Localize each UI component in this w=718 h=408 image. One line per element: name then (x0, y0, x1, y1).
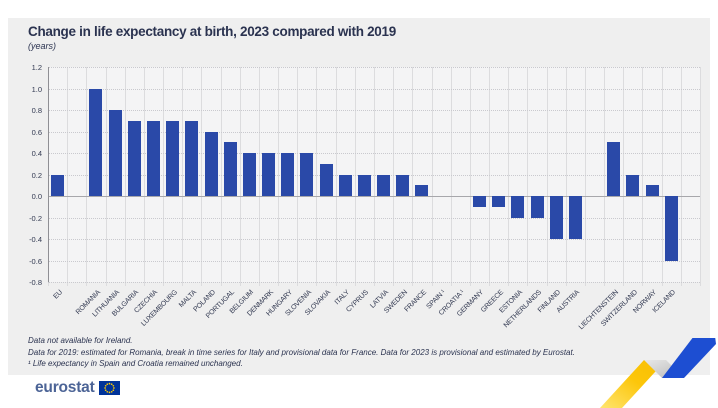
vertical-gridline (489, 67, 491, 286)
chart-title: Change in life expectancy at birth, 2023… (28, 24, 396, 39)
bar-norway (645, 185, 659, 196)
vertical-gridline (182, 67, 184, 286)
horizontal-gridline (48, 239, 700, 240)
vertical-gridline (163, 67, 165, 286)
horizontal-gridline (48, 88, 700, 90)
bar-liechtenstein (607, 142, 621, 196)
bar-eu (51, 174, 65, 196)
eurostat-wordmark: eurostat (35, 379, 95, 396)
vertical-gridline (623, 67, 625, 286)
vertical-gridline (239, 67, 241, 286)
zero-baseline (48, 196, 700, 197)
bar-czechia (146, 120, 160, 196)
y-tick-label: -0.8 (29, 278, 42, 287)
bar-poland (204, 131, 218, 196)
horizontal-gridline (48, 282, 700, 283)
horizontal-gridline (48, 217, 700, 219)
vertical-gridline (316, 67, 318, 286)
vertical-gridline (335, 67, 337, 286)
y-tick-label: 1.2 (31, 63, 42, 72)
vertical-gridline (527, 67, 529, 286)
y-tick-label: 0.8 (31, 106, 42, 115)
vertical-gridline (584, 67, 586, 286)
bar-iceland (664, 196, 678, 261)
vertical-gridline (642, 67, 644, 286)
bar-cyprus (357, 174, 371, 196)
bar-bulgaria (127, 120, 141, 196)
bar-slovenia (300, 153, 314, 196)
footnotes: Data not available for Ireland. Data for… (28, 335, 575, 370)
horizontal-gridline (48, 153, 700, 154)
y-tick-label: 0.0 (31, 192, 42, 201)
vertical-gridline (374, 67, 375, 286)
vertical-gridline (297, 67, 299, 286)
bar-austria (568, 196, 582, 239)
y-tick-label: -0.4 (29, 235, 42, 244)
vertical-gridline (469, 67, 471, 286)
horizontal-gridline (48, 174, 700, 176)
y-tick-label: 0.2 (31, 170, 42, 180)
bar-romania (89, 88, 103, 196)
vertical-gridline (220, 67, 222, 286)
vertical-gridline (258, 67, 260, 286)
bar-denmark (262, 153, 276, 196)
vertical-gridline (412, 67, 414, 286)
horizontal-gridline (48, 260, 700, 262)
vertical-gridline (354, 67, 356, 286)
bar-portugal (223, 142, 237, 196)
bar-france (415, 185, 429, 196)
bar-slovakia (319, 163, 333, 196)
vertical-gridline (86, 67, 88, 286)
chart-panel: Change in life expectancy at birth, 2023… (8, 18, 710, 375)
vertical-gridline (105, 67, 107, 286)
bar-luxembourg (166, 120, 180, 196)
y-tick-label: 1.0 (31, 84, 42, 94)
vertical-gridline (278, 67, 280, 286)
bar-chart-plot-area: EU ROMANIA LITHUANIA BULGARIA CZECHIA LUXEMBO… (48, 67, 701, 331)
footnote-line: Data not available for Ireland. (28, 336, 133, 345)
footnote-line: Data for 2019: estimated for Romania, br… (28, 347, 575, 357)
vertical-gridline (661, 67, 663, 286)
trend-ribbon-decoration (600, 338, 716, 408)
bar-finland (549, 196, 563, 239)
y-axis-line (48, 67, 49, 282)
bar-belgium (242, 153, 256, 196)
y-axis: 1.2 1.0 0.8 0.6 0.4 0.2 0.0 -0.2 -0.4 -0.6 -0.8 (8, 63, 42, 287)
vertical-gridline (546, 67, 548, 286)
vertical-gridline (700, 67, 701, 286)
vertical-gridline (508, 67, 510, 286)
bar-netherlands (530, 196, 544, 218)
y-tick-label: -0.6 (29, 256, 42, 266)
eu-flag-icon (98, 381, 120, 395)
bar-malta (185, 120, 199, 196)
chart-subtitle: (years) (28, 41, 57, 51)
eurostat-logo: eurostat (35, 379, 120, 397)
y-tick-label: 0.6 (31, 127, 42, 137)
vertical-gridline (124, 67, 126, 286)
bar-germany (472, 196, 486, 207)
bar-greece (492, 196, 506, 207)
vertical-gridline (680, 67, 682, 286)
horizontal-gridline (48, 131, 700, 133)
vertical-gridline (201, 67, 203, 286)
bar-lithuania (108, 110, 122, 196)
vertical-gridline (450, 67, 452, 286)
vertical-gridline (565, 67, 567, 286)
bar-hungary (281, 153, 295, 196)
y-tick-label: 0.4 (31, 149, 42, 158)
vertical-gridline (604, 67, 606, 286)
vertical-gridline (393, 67, 395, 286)
horizontal-gridline (48, 110, 700, 111)
vertical-gridline (67, 67, 69, 286)
vertical-gridline (143, 67, 145, 286)
bar-sweden (396, 174, 410, 196)
bar-latvia (377, 174, 391, 196)
bar-estonia (511, 196, 525, 218)
bar-italy (338, 174, 352, 196)
vertical-gridline (431, 67, 433, 286)
y-tick-label: -0.2 (29, 213, 42, 223)
horizontal-gridline (48, 67, 700, 68)
bar-switzerland (626, 174, 640, 196)
footnote-line: ¹ Life expectancy in Spain and Croatia r… (28, 359, 243, 368)
